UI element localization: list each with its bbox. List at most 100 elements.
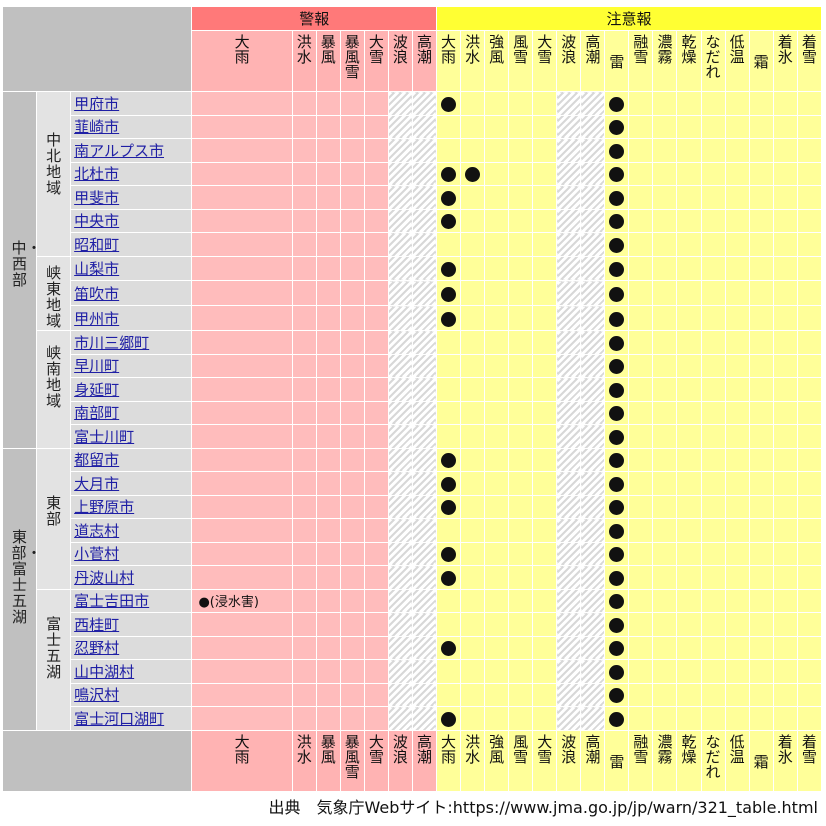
city-link[interactable]: 上野原市 [74,498,135,517]
advisory-cell [748,471,774,496]
advisory-cell [748,659,774,684]
advisory-cell [484,400,510,426]
warning-cell [291,494,317,520]
city-link[interactable]: 小菅村 [74,545,120,564]
advisory-cell [508,255,534,282]
city-link[interactable]: 道志村 [74,521,120,540]
advisory-cell [700,91,726,116]
advisory-cell-na [556,138,582,163]
advisory-header-4: 風雪 [508,30,534,92]
advisory-cell [652,518,678,543]
advisory-cell-na [580,706,606,731]
advisory-cell [700,208,726,233]
city-link[interactable]: 中央市 [74,212,120,231]
warning-header-6: 波浪 [387,30,413,92]
advisory-cell [532,682,558,708]
city-link[interactable]: 早川町 [74,357,120,376]
city-link[interactable]: 山中湖村 [74,662,135,681]
advisory-cell [700,353,726,379]
city-link[interactable]: 西桂町 [74,615,120,634]
advisory-dot-icon [609,237,625,253]
advisory-header-6: 波浪 [556,30,582,92]
city-link[interactable]: 市川三郷町 [74,333,150,352]
advisory-cell [772,612,798,637]
header-label: 高潮 [416,33,432,66]
advisory-cell [460,612,486,637]
advisory-cell [772,330,798,355]
advisory-cell [508,280,534,307]
advisory-cell [676,161,702,186]
city-link[interactable]: 大月市 [74,474,120,493]
advisory-header-7: 高潮 [580,730,606,792]
city-link[interactable]: 韮崎市 [74,118,120,137]
advisory-cell-na [556,612,582,637]
city-link[interactable]: 身延町 [74,380,120,399]
city-link[interactable]: 甲州市 [74,309,120,328]
advisory-cell [628,208,654,233]
advisory-header-8: 雷 [604,30,630,92]
warning-cell-na [387,161,413,186]
subregion-label: 富士五湖 [46,614,62,681]
advisory-cell [700,682,726,708]
advisory-dot-icon [441,547,457,563]
city-link[interactable]: 富士吉田市 [74,592,150,611]
warning-cell-na [411,91,438,116]
city-cell: 身延町 [70,377,193,402]
advisory-cell [724,706,750,731]
advisory-cell [796,471,823,496]
city-cell: 都留市 [70,447,193,473]
advisory-cell [484,255,510,282]
city-link[interactable]: 山梨市 [74,259,120,278]
advisory-cell [532,541,558,567]
city-link[interactable]: 笛吹市 [74,284,120,303]
city-link[interactable]: 甲府市 [74,94,120,113]
table-row: 山中湖村 [3,659,823,684]
advisory-cell [772,447,798,473]
city-link[interactable]: 甲斐市 [74,188,120,207]
warning-cell [315,565,341,590]
warning-cell [315,114,341,139]
advisory-cell [628,659,654,684]
warning-cell [363,424,389,449]
advisory-header-5: 大雪 [532,30,558,92]
city-link[interactable]: 南アルプス市 [74,141,165,160]
advisory-cell [508,232,534,257]
advisory-cell [652,330,678,355]
advisory-header-11: 乾燥 [676,30,702,92]
advisory-cell [604,635,630,661]
city-link[interactable]: 都留市 [74,451,120,470]
advisory-cell [436,330,462,355]
advisory-cell [532,353,558,379]
city-cell: 大月市 [70,471,193,496]
table-row: 小菅村 [3,541,823,567]
warning-header-2: 洪水 [291,730,317,792]
city-link[interactable]: 昭和町 [74,235,120,254]
advisory-header-12: なだれ [700,30,726,92]
advisory-cell [532,161,558,186]
city-link[interactable]: 鳴沢村 [74,686,120,705]
city-link[interactable]: 富士川町 [74,427,135,446]
advisory-cell-na [580,161,606,186]
table-row: 富士河口湖町 [3,706,823,731]
table-row: 韮崎市 [3,114,823,139]
city-link[interactable]: 南部町 [74,404,120,423]
warning-cell [291,353,317,379]
advisory-cell [436,138,462,163]
warning-cell [315,138,341,163]
city-link[interactable]: 富士河口湖町 [74,710,165,729]
header-item-header-row: 大雨 洪水 暴風 暴風雪 大雪 波浪 高潮 大雨 洪水 強風 風雪 大雪 波浪 高潮雷融雪 濃霧 乾燥 なだれ低… [3,30,823,92]
advisory-cell [460,706,486,731]
city-link[interactable]: 北杜市 [74,165,120,184]
advisory-cell [604,330,630,355]
warning-cell [363,400,389,426]
advisory-group-header: 注意報 [436,6,822,31]
advisory-cell [748,541,774,567]
advisory-cell [460,114,486,139]
city-cell: 早川町 [70,353,193,379]
subregion-label: 東部 [46,493,62,528]
city-link[interactable]: 忍野村 [74,639,120,658]
header-label: 融雪 [633,33,649,66]
warning-cell-na [387,353,413,379]
city-link[interactable]: 丹波山村 [74,568,135,587]
advisory-cell [676,208,702,233]
